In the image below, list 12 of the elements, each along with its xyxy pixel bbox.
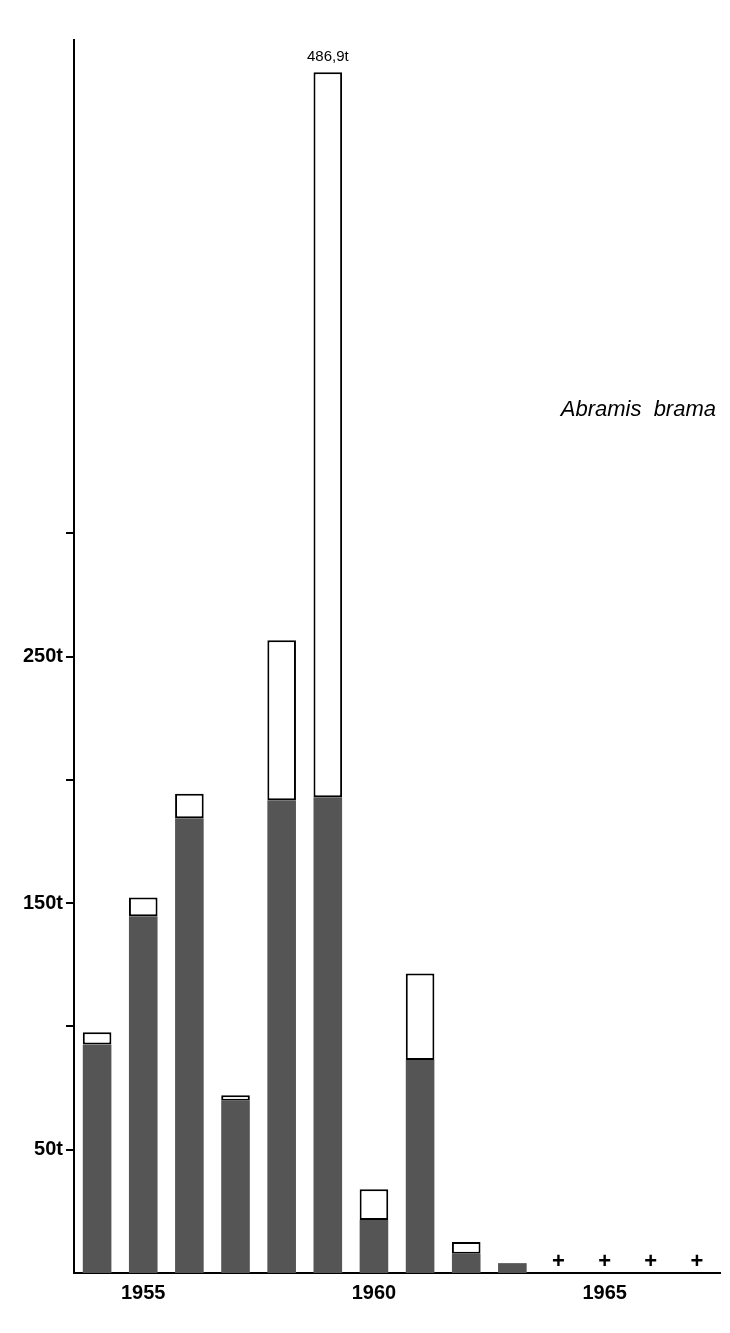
y-tick-label: 250t (23, 644, 64, 667)
x-tick-label: 1955 (120, 1280, 166, 1303)
data-label: + (644, 1248, 658, 1274)
data-label: + (552, 1248, 565, 1274)
annotation: 486,9t (306, 46, 350, 64)
y-tick-label: 150t (23, 890, 64, 913)
x-tick-label: 1960 (351, 1280, 397, 1303)
x-tick-label: 1965 (582, 1280, 627, 1303)
data-label: + (690, 1248, 704, 1274)
y-tick-label: 50t (34, 1137, 64, 1160)
annotation: Abramis brama (558, 396, 716, 422)
data-label: + (598, 1248, 612, 1274)
